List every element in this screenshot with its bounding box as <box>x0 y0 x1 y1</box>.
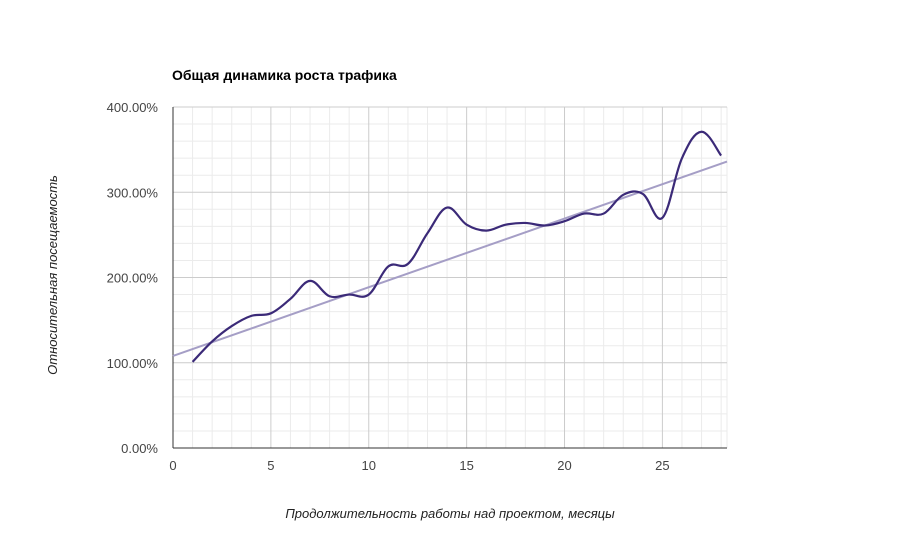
x-tick-label: 0 <box>169 458 176 473</box>
y-tick-label: 400.00% <box>107 100 159 115</box>
x-tick-label: 5 <box>267 458 274 473</box>
y-tick-label: 300.00% <box>107 185 159 200</box>
x-tick-label: 20 <box>557 458 571 473</box>
y-tick-label: 200.00% <box>107 271 159 286</box>
x-tick-label: 10 <box>362 458 376 473</box>
trendline <box>172 160 728 357</box>
y-axis-label: Относительная посещаемость <box>45 175 60 375</box>
chart-title: Общая динамика роста трафика <box>172 67 397 83</box>
x-tick-label: 25 <box>655 458 669 473</box>
major-grid <box>172 106 727 449</box>
x-tick-label: 15 <box>459 458 473 473</box>
series-line <box>191 130 723 363</box>
x-axis-label: Продолжительность работы над проектом, м… <box>285 506 615 521</box>
y-tick-label: 0.00% <box>121 441 158 456</box>
plot-lines <box>172 130 728 363</box>
tick-labels: 0 5 10 15 20 25 0.00% 100.00% 200.00% 300.00% 400.… <box>107 100 670 473</box>
y-tick-label: 100.00% <box>107 356 159 371</box>
